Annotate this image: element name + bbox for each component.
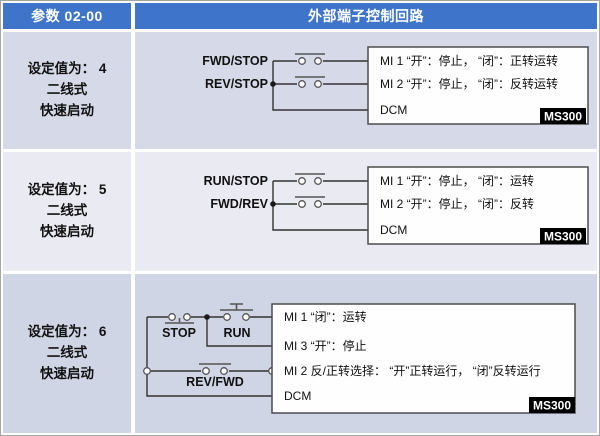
setting-5-description: 设定值为： 5 二线式 快速启动 xyxy=(3,152,131,271)
setting-line: 快速启动 xyxy=(40,102,94,118)
setting-line: 快速启动 xyxy=(40,365,94,381)
setting-6-description: 设定值为： 6 二线式 快速启动 xyxy=(3,274,131,433)
circuit-cell-5 xyxy=(135,152,597,271)
table-header: 参数 02-00 外部端子控制回路 xyxy=(3,3,597,29)
header-title-cell: 外部端子控制回路 xyxy=(135,3,597,29)
row-setting-6: 设定值为： 6 二线式 快速启动 xyxy=(3,274,597,433)
circuit-cell-6 xyxy=(135,274,597,433)
setting-line: 设定值为： 5 xyxy=(27,182,107,198)
setting-line: 设定值为： 4 xyxy=(27,61,107,77)
setting-line: 二线式 xyxy=(46,82,88,98)
header-param-cell: 参数 02-00 xyxy=(3,3,131,29)
setting-line: 快速启动 xyxy=(40,223,94,239)
circuit-cell-4 xyxy=(135,32,597,149)
setting-line: 二线式 xyxy=(46,203,88,219)
setting-line: 设定值为： 6 xyxy=(27,324,107,340)
setting-line: 二线式 xyxy=(46,345,88,361)
row-setting-4: 设定值为： 4 二线式 快速启动 FWD/STOP xyxy=(3,32,597,149)
setting-4-description: 设定值为： 4 二线式 快速启动 xyxy=(3,32,131,149)
row-setting-5: 设定值为： 5 二线式 快速启动 RUN/STOP FWD/REV MI 1 xyxy=(3,152,597,271)
